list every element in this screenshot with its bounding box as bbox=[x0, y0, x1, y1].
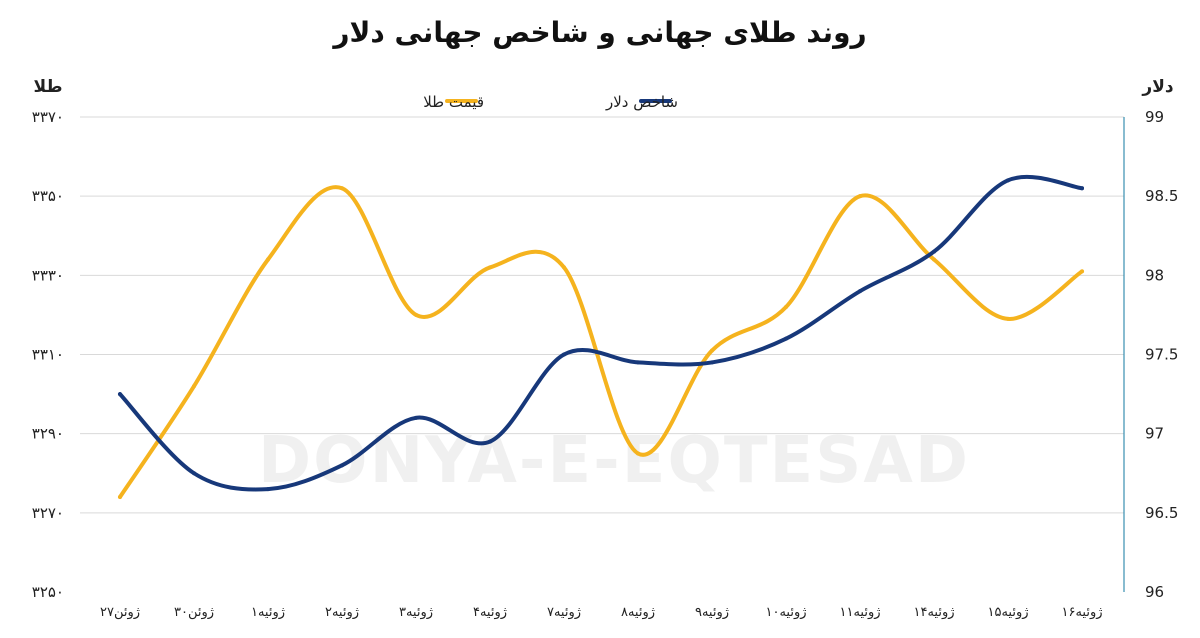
gold-price-point bbox=[710, 348, 714, 353]
right-tick-label: 97.5 bbox=[1145, 346, 1178, 364]
dollar-index-point bbox=[932, 249, 936, 254]
right-tick-label: 99 bbox=[1145, 108, 1164, 126]
x-axis-ticks: ۲۷ژوئن ۳۰ژوئن ۱ژوئیه ۲ژوئیه ۳ژوئیه ۴ژوئیه ۷ژوئ… bbox=[100, 605, 1103, 620]
watermark-text: DONYA-E-EQTESAD bbox=[258, 424, 970, 498]
dollar-index-point bbox=[1006, 178, 1010, 183]
grid-lines bbox=[80, 116, 1124, 514]
right-tick-label: 96 bbox=[1145, 583, 1164, 601]
x-tick-label: ۹ژوئیه bbox=[695, 605, 729, 620]
x-tick-label: ۱۰ژوئیه bbox=[765, 605, 806, 620]
x-tick-label: ۱۵ژوئیه bbox=[987, 605, 1028, 620]
gold-price-point bbox=[562, 265, 566, 270]
gold-price-point bbox=[636, 451, 640, 456]
left-tick-label: ۳۳۵۰ bbox=[32, 187, 64, 205]
x-tick-label: ۸ژوئیه bbox=[621, 605, 655, 620]
left-tick-label: ۳۲۵۰ bbox=[32, 583, 64, 601]
x-tick-label: ۳۰ژوئن bbox=[174, 605, 214, 620]
left-tick-label: ۳۳۷۰ bbox=[32, 108, 64, 126]
legend-gold-label: قیمت طلا bbox=[423, 93, 484, 111]
dollar-index-point bbox=[1080, 186, 1084, 191]
right-tick-label: 98.5 bbox=[1145, 187, 1178, 205]
gold-price-point bbox=[932, 257, 936, 262]
dollar-index-point bbox=[784, 336, 788, 341]
dollar-index-point bbox=[192, 471, 196, 476]
dollar-index-point bbox=[858, 289, 862, 294]
dollar-index-point bbox=[562, 352, 566, 357]
dollar-index-point bbox=[710, 360, 714, 365]
right-axis-ticks: 99 98.5 98 97.5 97 96.5 96 bbox=[1145, 108, 1178, 601]
dollar-index-line bbox=[118, 174, 1084, 492]
right-tick-label: 98 bbox=[1145, 266, 1164, 284]
x-tick-label: ۱۴ژوئیه bbox=[913, 605, 954, 620]
dollar-index-point bbox=[636, 360, 640, 365]
left-tick-label: ۳۲۷۰ bbox=[32, 504, 64, 522]
gold-price-point bbox=[118, 495, 122, 499]
gold-price-point bbox=[266, 257, 270, 262]
series-layer bbox=[118, 174, 1084, 499]
gold-price-point bbox=[858, 194, 862, 199]
right-axis-title: دلار bbox=[1141, 77, 1173, 97]
right-tick-label: 97 bbox=[1145, 425, 1164, 443]
left-tick-label: ۳۳۳۰ bbox=[32, 266, 64, 284]
gold-price-point bbox=[414, 312, 418, 317]
gold-price-point bbox=[192, 384, 196, 389]
dollar-index-point bbox=[118, 392, 122, 397]
left-axis-title: طلا bbox=[34, 77, 63, 97]
legend-dollar-label: شاخص دلار bbox=[605, 93, 678, 111]
x-tick-label: ۴ژوئیه bbox=[473, 605, 507, 620]
gold-price-point bbox=[1006, 316, 1010, 321]
x-tick-label: ۲۷ژوئن bbox=[100, 605, 140, 620]
legend: قیمت طلا شاخص دلار bbox=[423, 93, 678, 111]
gold-price-point bbox=[488, 265, 492, 270]
x-tick-label: ۳ژوئیه bbox=[399, 605, 433, 620]
x-tick-label: ۱ژوئیه bbox=[251, 605, 285, 620]
right-tick-label: 96.5 bbox=[1145, 504, 1178, 522]
left-axis-ticks: ۳۳۷۰ ۳۳۵۰ ۳۳۳۰ ۳۳۱۰ ۳۲۹۰ ۳۲۷۰ ۳۲۵۰ bbox=[32, 108, 64, 601]
gold-price-point bbox=[784, 305, 788, 309]
x-tick-label: ۷ژوئیه bbox=[547, 605, 581, 620]
chart-title: روند طلای جهانی و شاخص جهانی دلار bbox=[331, 16, 866, 49]
gold-price-point bbox=[1080, 269, 1084, 274]
dollar-index-point bbox=[266, 487, 270, 492]
x-tick-label: ۱۶ژوئیه bbox=[1061, 605, 1102, 620]
x-tick-label: ۲ژوئیه bbox=[325, 605, 359, 620]
gold-price-point bbox=[340, 186, 344, 191]
dollar-index-point bbox=[414, 415, 418, 420]
left-tick-label: ۳۲۹۰ bbox=[32, 425, 64, 443]
dollar-index-point bbox=[340, 463, 344, 468]
left-tick-label: ۳۳۱۰ bbox=[32, 346, 64, 364]
x-tick-label: ۱۱ژوئیه bbox=[839, 605, 880, 620]
dollar-index-point bbox=[488, 439, 492, 444]
